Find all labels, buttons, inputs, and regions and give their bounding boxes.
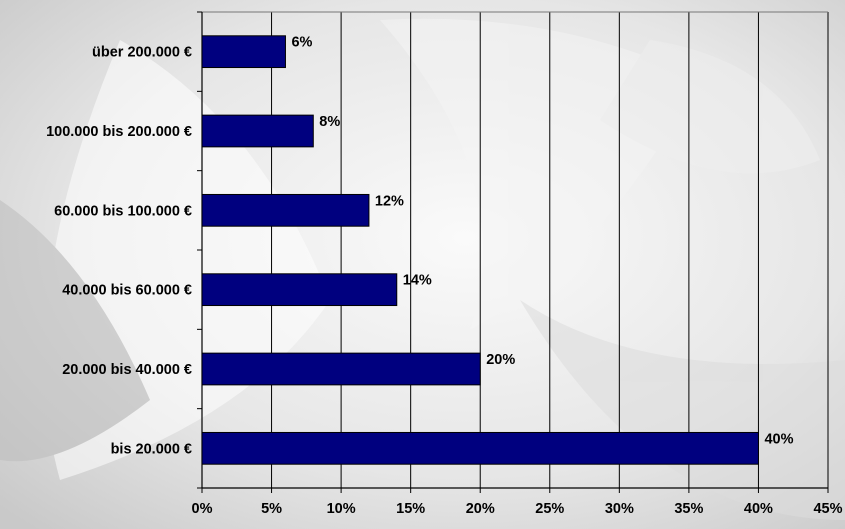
axes xyxy=(197,11,829,493)
category-label: 100.000 bis 200.000 € xyxy=(46,124,192,140)
data-label: 20% xyxy=(486,352,515,368)
labels: 0% 5% 10% 15% 20% 25% 30% 35% 40% 45% über 200.000… xyxy=(46,35,843,517)
bar xyxy=(201,431,759,465)
x-tick-label: 0% xyxy=(192,501,213,517)
x-tick-label: 30% xyxy=(605,501,634,517)
x-tick-label: 45% xyxy=(813,501,842,517)
bar xyxy=(201,193,370,227)
x-tick-label: 10% xyxy=(327,501,356,517)
data-label: 40% xyxy=(764,431,793,447)
x-tick-label: 20% xyxy=(466,501,495,517)
bar xyxy=(201,35,286,69)
x-tick-label: 25% xyxy=(535,501,564,517)
data-label: 6% xyxy=(291,35,312,51)
bar xyxy=(201,273,398,307)
category-label: bis 20.000 € xyxy=(111,441,192,457)
x-tick-label: 40% xyxy=(744,501,773,517)
bar xyxy=(201,352,481,386)
category-label: 20.000 bis 40.000 € xyxy=(62,362,192,378)
x-tick-label: 15% xyxy=(396,501,425,517)
bar xyxy=(201,114,314,148)
gridlines xyxy=(271,12,829,488)
x-tick-label: 5% xyxy=(261,501,282,517)
bars xyxy=(201,35,759,465)
data-label: 14% xyxy=(403,273,432,289)
category-label: 60.000 bis 100.000 € xyxy=(54,203,192,219)
data-label: 12% xyxy=(375,193,404,209)
category-label: 40.000 bis 60.000 € xyxy=(62,283,192,299)
category-label: über 200.000 € xyxy=(92,45,192,61)
x-tick-label: 35% xyxy=(674,501,703,517)
data-label: 8% xyxy=(319,114,340,130)
